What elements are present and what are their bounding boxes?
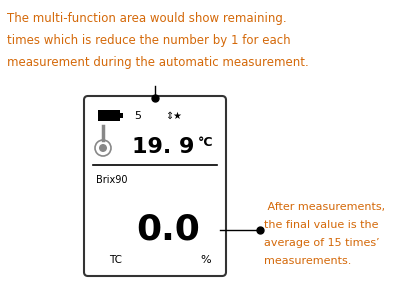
Text: times which is reduce the number by 1 for each: times which is reduce the number by 1 fo… xyxy=(7,34,291,47)
Text: average of 15 times’: average of 15 times’ xyxy=(264,238,380,248)
Text: measurement during the automatic measurement.: measurement during the automatic measure… xyxy=(7,56,309,69)
Text: 0.0: 0.0 xyxy=(136,213,200,247)
Text: The multi-function area would show remaining.: The multi-function area would show remai… xyxy=(7,12,287,25)
Text: After measurements,: After measurements, xyxy=(264,202,385,212)
Text: °C: °C xyxy=(198,135,214,149)
FancyBboxPatch shape xyxy=(98,110,120,121)
Text: TC: TC xyxy=(109,255,122,265)
Text: the final value is the: the final value is the xyxy=(264,220,378,230)
Text: 5: 5 xyxy=(134,111,142,121)
Text: Brix90: Brix90 xyxy=(96,175,127,185)
FancyBboxPatch shape xyxy=(120,113,123,118)
FancyBboxPatch shape xyxy=(84,96,226,276)
Text: 19. 9: 19. 9 xyxy=(132,137,194,157)
Text: ⇕★: ⇕★ xyxy=(165,111,181,121)
Circle shape xyxy=(99,144,107,152)
Text: %: % xyxy=(201,255,211,265)
Text: measurements.: measurements. xyxy=(264,256,352,266)
